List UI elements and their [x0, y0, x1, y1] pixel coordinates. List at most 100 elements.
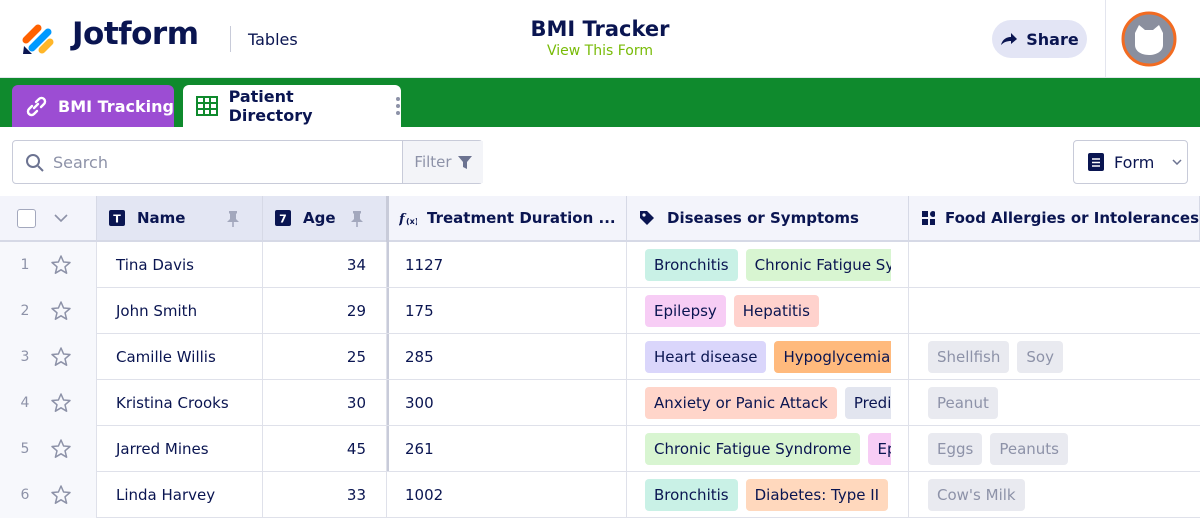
column-header: 7 Age: [263, 196, 387, 242]
form-label: Form: [1114, 152, 1155, 172]
disease-tag: Diabetes: Type II: [745, 479, 889, 511]
duration-cell: 285: [387, 334, 627, 380]
column-header: Diseases or Symptoms: [627, 196, 909, 242]
allergy-tag: Shellfish: [928, 341, 1010, 373]
pin-icon[interactable]: [351, 211, 363, 227]
row-select-cell: 6: [0, 472, 97, 518]
name: Linda Harvey: [116, 486, 216, 504]
duration-cell: 261: [387, 426, 627, 472]
svg-text:ƒ: ƒ: [399, 212, 407, 226]
pin-icon[interactable]: [227, 211, 239, 227]
star-toggle[interactable]: [50, 484, 72, 506]
duration-cell: 1002: [387, 472, 627, 518]
column-title: Diseases or Symptoms: [667, 209, 859, 227]
duration-cell: 175: [387, 288, 627, 334]
tag-list: Chronic Fatigue Syndrome Epil: [645, 433, 891, 465]
allergy-tag: Eggs: [928, 433, 983, 465]
table-icon: [196, 96, 218, 116]
column-title: Food Allergies or Intolerances: [944, 209, 1199, 227]
tag-list: Anxiety or Panic AttackPrediab: [645, 387, 891, 419]
column-icon: T: [109, 210, 125, 226]
share-label: Share: [1026, 29, 1079, 49]
search-icon: [26, 154, 44, 172]
duration-cell: 300: [387, 380, 627, 426]
column-title: Name: [137, 209, 186, 227]
tab[interactable]: BMI Tracking: [12, 85, 174, 127]
age: 30: [346, 394, 366, 412]
star-toggle[interactable]: [50, 346, 72, 368]
tab[interactable]: Patient Directory: [183, 85, 401, 127]
column-title: Treatment Duration ...: [427, 209, 616, 227]
search-box[interactable]: Search Filter: [12, 140, 483, 184]
form-title: BMI Tracker: [530, 17, 670, 41]
svg-text:(x): (x): [406, 217, 417, 226]
star-toggle[interactable]: [50, 392, 72, 414]
tab-label: Patient Directory: [228, 87, 313, 125]
row-number: 3: [20, 349, 30, 365]
disease-tag: Prediab: [844, 387, 891, 419]
form-icon: [1088, 153, 1104, 171]
search-placeholder: Search: [53, 153, 108, 172]
view-form-link[interactable]: View This Form: [547, 43, 653, 59]
name-cell: Jarred Mines: [97, 426, 263, 472]
row-number: 2: [20, 303, 30, 319]
name: Camille Willis: [116, 348, 216, 366]
chevron: [1172, 159, 1182, 165]
logo-icon: [22, 24, 54, 54]
table-row: 4 Kristina Crooks 30 300 Anxiety or Panic At…: [0, 380, 1200, 426]
disease-tag: Hypoglycemia (lo: [774, 341, 891, 373]
star-toggle[interactable]: [50, 438, 72, 460]
disease-tag: Heart disease: [645, 341, 767, 373]
freeze-divider: [386, 196, 389, 472]
age-cell: 29: [263, 288, 387, 334]
allergies-cell: Shellfish Soy: [909, 334, 1200, 380]
age: 45: [346, 440, 366, 458]
treatment-duration: 1002: [405, 486, 444, 504]
disease-tag: Hepatitis: [733, 295, 819, 327]
divider: [230, 26, 231, 52]
filter-icon: [457, 155, 472, 169]
row-select-cell: 5: [0, 426, 97, 472]
treatment-duration: 1127: [405, 256, 444, 274]
brand: Jotform: [72, 16, 199, 52]
table-row: 1 Tina Davis 34 1127 Bronchitis Chronic Fatig…: [0, 242, 1200, 288]
disease-tag: Chronic Fatigue Syn: [745, 249, 891, 281]
filter-label: Filter: [414, 153, 452, 171]
section[interactable]: Tables: [248, 30, 298, 49]
form-button[interactable]: Form: [1073, 140, 1188, 184]
name-cell: John Smith: [97, 288, 263, 334]
column-title: Age: [303, 209, 336, 227]
star-toggle[interactable]: [50, 254, 72, 276]
disease-tag: Chronic Fatigue Syndrome: [645, 433, 861, 465]
checkbox[interactable]: [17, 208, 36, 228]
row-select-cell: 3: [0, 334, 97, 380]
name-cell: Tina Davis: [97, 242, 263, 288]
chevron[interactable]: [54, 214, 68, 222]
share-icon: [1001, 33, 1018, 45]
name: Tina Davis: [116, 256, 194, 274]
star-toggle[interactable]: [50, 300, 72, 322]
age: 29: [346, 302, 366, 320]
filter-button[interactable]: Filter: [402, 141, 483, 183]
allergies-cell: [909, 242, 1200, 288]
name: Kristina Crooks: [116, 394, 229, 412]
diseases-cell: Chronic Fatigue Syndrome Epil: [627, 426, 909, 472]
tab-menu[interactable]: [395, 96, 401, 116]
avatar[interactable]: [1121, 11, 1177, 67]
table-row: 2 John Smith 29 175 Epilepsy Hepatitis: [0, 288, 1200, 334]
name: John Smith: [116, 302, 198, 320]
link-icon: [26, 96, 47, 117]
column-icon: [922, 211, 935, 225]
disease-tag: Anxiety or Panic Attack: [645, 387, 837, 419]
allergies-cell: Peanut: [909, 380, 1200, 426]
top-bar: Jotform Tables BMI Tracker View This For…: [0, 0, 1200, 78]
treatment-duration: 175: [405, 302, 434, 320]
allergy-tag: Peanut: [928, 387, 998, 419]
share-button[interactable]: Share: [992, 20, 1087, 58]
column-header: Food Allergies or Intolerances: [909, 196, 1200, 242]
age-cell: 30: [263, 380, 387, 426]
